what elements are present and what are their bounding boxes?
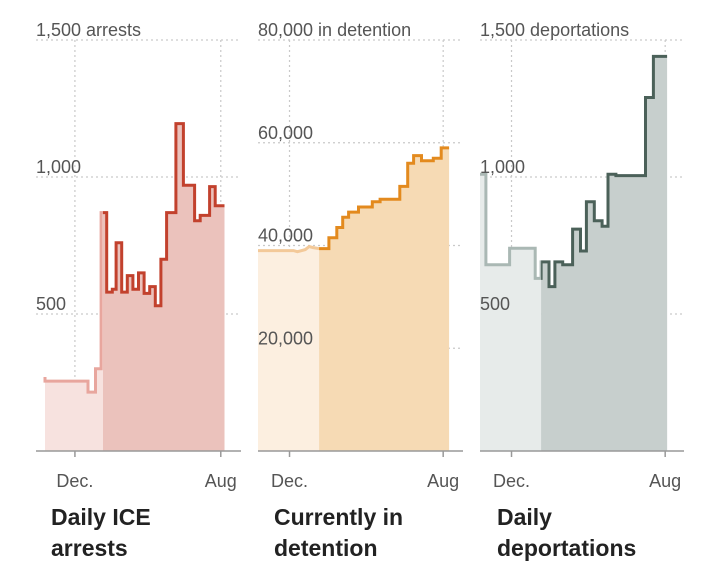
area-fill-recent — [319, 147, 450, 451]
panel-title-arrests: Daily ICE arrests — [51, 502, 251, 564]
panel-title-line: Daily — [497, 504, 552, 530]
series-line-early — [258, 244, 320, 254]
series-line-recent — [541, 54, 668, 289]
panel-title-detention: Currently in detention — [274, 502, 474, 564]
x-tick-label: Dec. — [271, 471, 308, 491]
panel-title-line: detention — [274, 535, 378, 561]
panel-title-line: deportations — [497, 535, 637, 561]
y-tick-label: 1,500 arrests — [36, 20, 141, 40]
x-tick-label: Aug — [205, 471, 237, 491]
area-fill-early — [480, 174, 542, 451]
area-fill-early — [45, 212, 103, 451]
panel-title-line: Currently in — [274, 504, 404, 530]
x-tick-label: Dec. — [56, 471, 93, 491]
series-line-recent — [102, 122, 225, 308]
area-fill-early — [258, 246, 320, 451]
y-tick-label: 20,000 — [258, 328, 313, 348]
x-tick-label: Aug — [649, 471, 681, 491]
y-tick-label: 60,000 — [258, 123, 313, 143]
y-tick-label: 500 — [480, 294, 510, 314]
x-tick-label: Dec. — [493, 471, 530, 491]
area-fill-recent — [541, 56, 668, 451]
y-tick-label: 40,000 — [258, 226, 313, 246]
panel-title-line: arrests — [51, 535, 128, 561]
series-line-early — [480, 172, 542, 280]
panel-title-line: Daily ICE — [51, 504, 151, 530]
x-tick-label: Aug — [427, 471, 459, 491]
y-tick-label: 1,000 — [480, 157, 525, 177]
y-tick-label: 80,000 in detention — [258, 20, 411, 40]
y-tick-label: 500 — [36, 294, 66, 314]
panel-title-deportations: Daily deportations — [497, 502, 697, 564]
y-tick-label: 1,500 deportations — [480, 20, 629, 40]
series-line-recent — [319, 146, 450, 251]
y-tick-label: 1,000 — [36, 157, 81, 177]
